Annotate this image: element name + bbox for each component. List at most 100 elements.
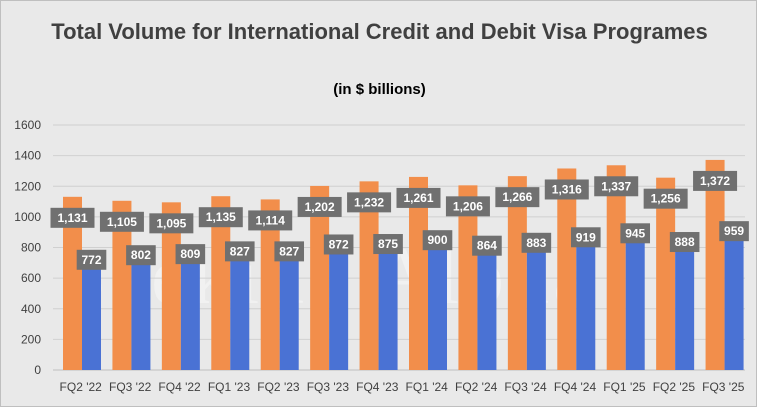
bar — [428, 232, 447, 370]
x-tick-label: FQ1 '25 — [603, 380, 646, 394]
data-label: 945 — [625, 226, 645, 240]
data-label: 827 — [230, 244, 250, 258]
x-tick-label: FQ3 '25 — [702, 380, 745, 394]
data-label: 1,095 — [156, 216, 186, 230]
data-label-box — [396, 187, 441, 208]
data-label-box — [347, 192, 392, 213]
x-tick-label: FQ2 '25 — [653, 380, 696, 394]
data-label: 888 — [675, 235, 695, 249]
data-label-box — [445, 196, 490, 217]
data-label-box — [693, 170, 738, 191]
data-label-box — [126, 245, 156, 266]
data-label: 872 — [329, 237, 349, 251]
bar — [557, 168, 577, 370]
data-label-box — [521, 232, 552, 253]
bar — [180, 246, 200, 370]
data-label-box — [323, 234, 354, 255]
data-label: 1,337 — [601, 179, 631, 193]
bar — [112, 200, 132, 370]
data-label: 1,256 — [651, 192, 681, 206]
y-tick-label: 1600 — [14, 118, 41, 132]
bar — [329, 236, 349, 370]
y-tick-label: 1400 — [14, 149, 41, 163]
data-label: 1,206 — [453, 199, 483, 213]
x-tick-label: FQ3 '24 — [504, 380, 547, 394]
data-label-box — [719, 221, 749, 242]
x-tick-label: FQ4 '24 — [554, 380, 597, 394]
x-tick-label: FQ1 '24 — [406, 380, 449, 394]
data-label-box — [620, 223, 651, 244]
y-tick-label: 200 — [21, 332, 41, 346]
data-label: 1,316 — [552, 182, 582, 196]
data-label-box — [248, 210, 293, 231]
bar — [656, 177, 676, 370]
bar — [675, 234, 695, 370]
data-label-box — [570, 227, 601, 248]
data-label: 1,266 — [502, 190, 532, 204]
bar — [63, 196, 82, 370]
x-tick-label: FQ1 '23 — [208, 380, 251, 394]
x-tick-label: FQ2 '22 — [60, 380, 103, 394]
bar — [378, 236, 398, 370]
y-tick-label: 0 — [34, 363, 41, 377]
data-label-box — [594, 176, 639, 197]
x-tick-label: FQ2 '23 — [257, 380, 300, 394]
bar — [82, 251, 101, 370]
bar — [359, 181, 379, 370]
bar — [409, 176, 428, 370]
data-label-box — [669, 232, 700, 253]
x-tick-label: FQ4 '22 — [158, 380, 201, 394]
bar — [625, 225, 645, 370]
data-label: 875 — [378, 237, 398, 251]
chart-subtitle: (in $ billions) — [333, 81, 426, 98]
x-tick-label: FQ3 '22 — [109, 380, 152, 394]
y-tick-label: 600 — [21, 271, 41, 285]
bar — [279, 243, 299, 370]
data-label: 1,135 — [206, 210, 236, 224]
data-label-box — [99, 211, 144, 232]
bar — [131, 247, 151, 370]
data-label: 1,105 — [107, 215, 137, 229]
data-label: 772 — [81, 253, 101, 267]
data-label: 1,372 — [700, 174, 730, 188]
bar — [576, 229, 596, 370]
data-label: 1,261 — [403, 191, 433, 205]
data-label: 1,114 — [256, 213, 286, 227]
data-label: 827 — [279, 244, 299, 258]
data-label-box — [297, 196, 342, 217]
bar — [310, 185, 330, 370]
y-tick-label: 800 — [21, 241, 41, 255]
x-tick-label: FQ3 '23 — [307, 380, 350, 394]
data-label-box — [373, 234, 403, 255]
data-label-box — [149, 213, 194, 234]
y-tick-label: 1200 — [14, 179, 41, 193]
data-label: 1,202 — [305, 200, 335, 214]
bar — [526, 234, 546, 370]
y-tick-label: 400 — [21, 302, 41, 316]
data-label: 864 — [477, 239, 497, 253]
x-tick-label: FQ4 '23 — [356, 380, 399, 394]
bar — [211, 196, 231, 370]
data-label-box — [50, 207, 95, 228]
data-label: 1,232 — [354, 195, 384, 209]
bar — [606, 165, 626, 370]
data-label: 1,131 — [57, 211, 87, 225]
data-label-box — [274, 241, 305, 262]
data-label-box — [175, 244, 206, 265]
data-label: 883 — [526, 236, 546, 250]
bar — [458, 185, 478, 370]
bar — [507, 176, 527, 370]
data-label: 809 — [180, 247, 200, 261]
data-label-box — [495, 187, 540, 208]
data-label-box — [76, 249, 107, 270]
bar — [724, 223, 744, 370]
data-label: 900 — [427, 233, 447, 247]
data-label-box — [422, 230, 453, 251]
data-label-box — [224, 241, 255, 262]
data-label: 959 — [724, 224, 744, 238]
x-tick-label: FQ2 '24 — [455, 380, 498, 394]
data-label-box — [198, 207, 243, 228]
data-label-box — [544, 179, 589, 200]
